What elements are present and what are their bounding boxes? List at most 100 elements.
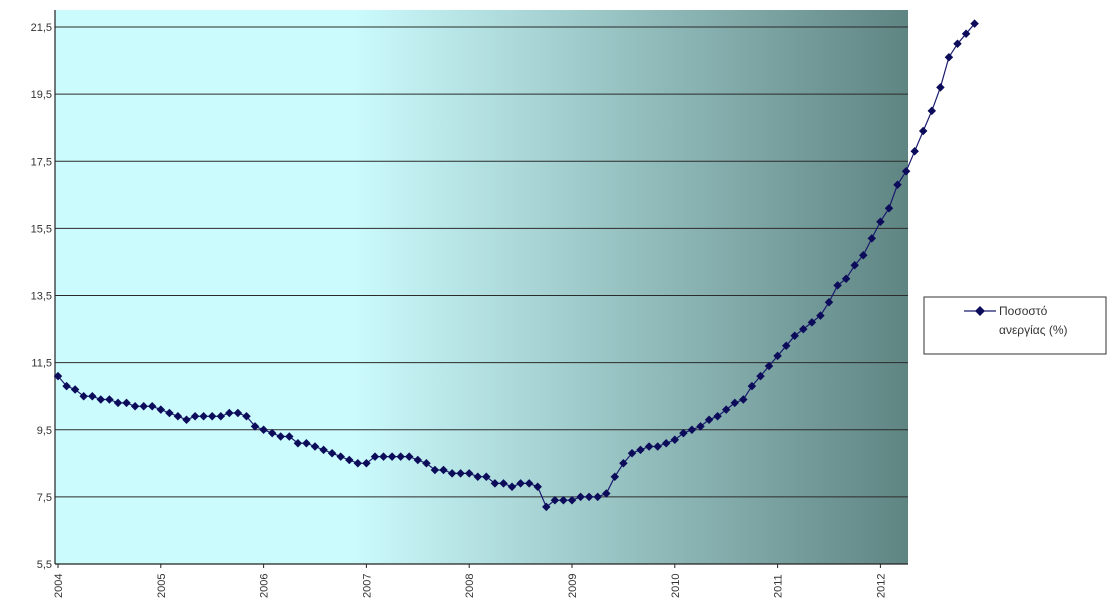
data-point (199, 412, 208, 421)
data-point (88, 391, 97, 401)
data-point (285, 432, 294, 441)
x-axis-tick-labels: 2004 2005 2006 2007 2008 2009 2010 2011 2012 (53, 574, 887, 598)
data-point (336, 452, 345, 461)
data-point (430, 465, 440, 475)
data-point (302, 438, 311, 448)
y-tick-label: 19,5 (31, 89, 52, 101)
data-point (139, 402, 148, 411)
data-point (482, 472, 491, 481)
data-point (593, 492, 602, 502)
data-point (790, 331, 799, 341)
data-point (173, 412, 183, 421)
data-point (130, 402, 140, 411)
data-point (276, 432, 285, 441)
y-tick-label: 21,5 (31, 22, 52, 34)
data-point (439, 465, 448, 475)
data-point (293, 438, 303, 448)
data-point (850, 261, 859, 270)
data-point (345, 455, 354, 465)
data-point (362, 459, 371, 468)
data-point (499, 479, 508, 488)
data-point (799, 324, 808, 334)
data-point (918, 126, 928, 136)
data-point (353, 459, 363, 468)
data-point (653, 442, 662, 451)
data-point (661, 438, 671, 448)
data-point (79, 391, 88, 401)
data-point (182, 415, 191, 424)
x-tick-label: 2004 (53, 574, 65, 598)
data-point (147, 402, 157, 411)
data-point (70, 385, 80, 394)
data-point (756, 371, 765, 381)
data-point (319, 445, 328, 455)
data-point (721, 405, 731, 414)
data-point (413, 455, 423, 465)
data-point (370, 452, 380, 461)
data-point (550, 495, 560, 505)
data-point (516, 479, 525, 488)
legend-marker-sample (975, 306, 985, 316)
data-point (602, 489, 611, 498)
data-point (739, 395, 748, 404)
data-point (53, 371, 63, 381)
y-tick-label: 7,5 (37, 492, 52, 504)
data-point (225, 408, 234, 418)
data-point (447, 469, 457, 478)
data-point (747, 381, 757, 391)
data-point (584, 492, 594, 502)
data-point (113, 398, 123, 408)
gridlines (55, 26, 908, 498)
x-tick-label: 2010 (670, 574, 682, 598)
data-point (764, 361, 774, 371)
data-point (156, 405, 166, 414)
data-point (259, 425, 268, 435)
data-point (96, 395, 106, 404)
data-point (824, 297, 834, 307)
data-point (559, 495, 568, 505)
data-point (379, 452, 388, 461)
y-tick-label: 9,5 (37, 425, 52, 437)
data-point (216, 412, 226, 421)
data-point (473, 472, 483, 481)
data-point (636, 445, 645, 455)
legend-label-line-1: Ποσοστό (999, 304, 1048, 318)
data-point (250, 422, 260, 431)
data-point (773, 351, 782, 361)
x-tick-label: 2011 (773, 574, 785, 598)
data-point (936, 83, 945, 92)
data-point (567, 495, 577, 505)
data-point (944, 52, 954, 62)
x-tick-label: 2009 (567, 574, 579, 598)
data-point (105, 395, 114, 404)
data-point (807, 318, 817, 327)
data-point (404, 452, 414, 461)
data-point (422, 459, 431, 468)
data-point (696, 422, 705, 431)
data-point (233, 408, 243, 418)
legend: Ποσοστό ανεργίας (%) (923, 296, 1107, 355)
data-point (524, 479, 534, 488)
y-tick-label: 15,5 (31, 223, 52, 235)
data-point (207, 412, 217, 421)
data-point (730, 398, 740, 408)
data-point (679, 428, 688, 438)
data-point (841, 274, 851, 283)
data-point (910, 146, 919, 156)
data-point (464, 469, 474, 478)
data-point (927, 106, 937, 116)
y-axis-tick-labels: 5,5 7,5 9,5 11,5 13,5 15,5 17,5 19,5 21,5 (31, 22, 52, 571)
y-tick-label: 17,5 (31, 156, 52, 168)
data-point (644, 442, 654, 451)
legend-box (923, 296, 1107, 355)
data-point (610, 472, 620, 481)
data-point (627, 448, 637, 458)
data-point (456, 469, 465, 478)
data-point (122, 398, 131, 408)
plot-area (55, 10, 908, 564)
x-tick-label: 2005 (156, 574, 168, 598)
data-point (267, 428, 277, 438)
series-unemployment-rate (53, 19, 979, 512)
data-point (833, 281, 842, 290)
